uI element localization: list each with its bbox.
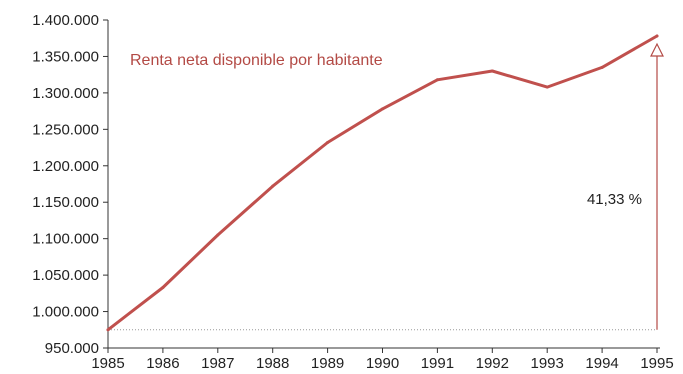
x-tick-label: 1985 (91, 355, 124, 372)
y-tick-label: 1.300.000 (32, 85, 99, 102)
data-point (106, 328, 110, 332)
x-axis-ticks: 1985 1986 1987 1988 1989 1990 1991 1992 1993 1994… (91, 348, 674, 372)
x-tick-label: 1989 (311, 355, 344, 372)
y-tick-label: 1.050.000 (32, 267, 99, 284)
growth-arrow-head (650, 42, 664, 57)
x-tick-label: 1991 (421, 355, 454, 372)
x-tick-label: 1992 (476, 355, 509, 372)
y-tick-label: 1.200.000 (32, 158, 99, 175)
y-axis-ticks: 950.000 1.000.000 1.050.000 1.100.000 1.150.… (32, 12, 108, 357)
data-point (326, 140, 330, 144)
y-tick-label: 1.400.000 (32, 12, 99, 29)
x-tick-label: 1994 (585, 355, 618, 372)
series-line (106, 34, 659, 332)
data-point (545, 85, 549, 89)
data-point (271, 184, 275, 188)
data-point (490, 69, 494, 73)
x-tick-label: 1988 (256, 355, 289, 372)
growth-annotation-label: 41,33 % (587, 191, 642, 208)
data-point (435, 78, 439, 82)
growth-annotation: 41,33 % (587, 42, 664, 330)
y-tick-label: 1.000.000 (32, 304, 99, 321)
data-point (655, 34, 659, 38)
x-tick-label: 1987 (201, 355, 234, 372)
axes (107, 20, 660, 349)
data-point (216, 233, 220, 237)
data-point (161, 286, 165, 290)
series-label: Renta neta disponible por habitante (130, 52, 383, 69)
y-tick-label: 1.100.000 (32, 231, 99, 248)
x-tick-label: 1986 (146, 355, 179, 372)
y-tick-label: 1.250.000 (32, 121, 99, 138)
x-tick-label: 1993 (531, 355, 564, 372)
x-tick-label: 1995 (640, 355, 673, 372)
y-tick-label: 950.000 (45, 340, 99, 357)
data-point (600, 65, 604, 69)
data-point (381, 107, 384, 111)
x-tick-label: 1990 (366, 355, 399, 372)
y-tick-label: 1.350.000 (32, 48, 99, 65)
series-layer (106, 34, 659, 332)
y-tick-label: 1.150.000 (32, 194, 99, 211)
